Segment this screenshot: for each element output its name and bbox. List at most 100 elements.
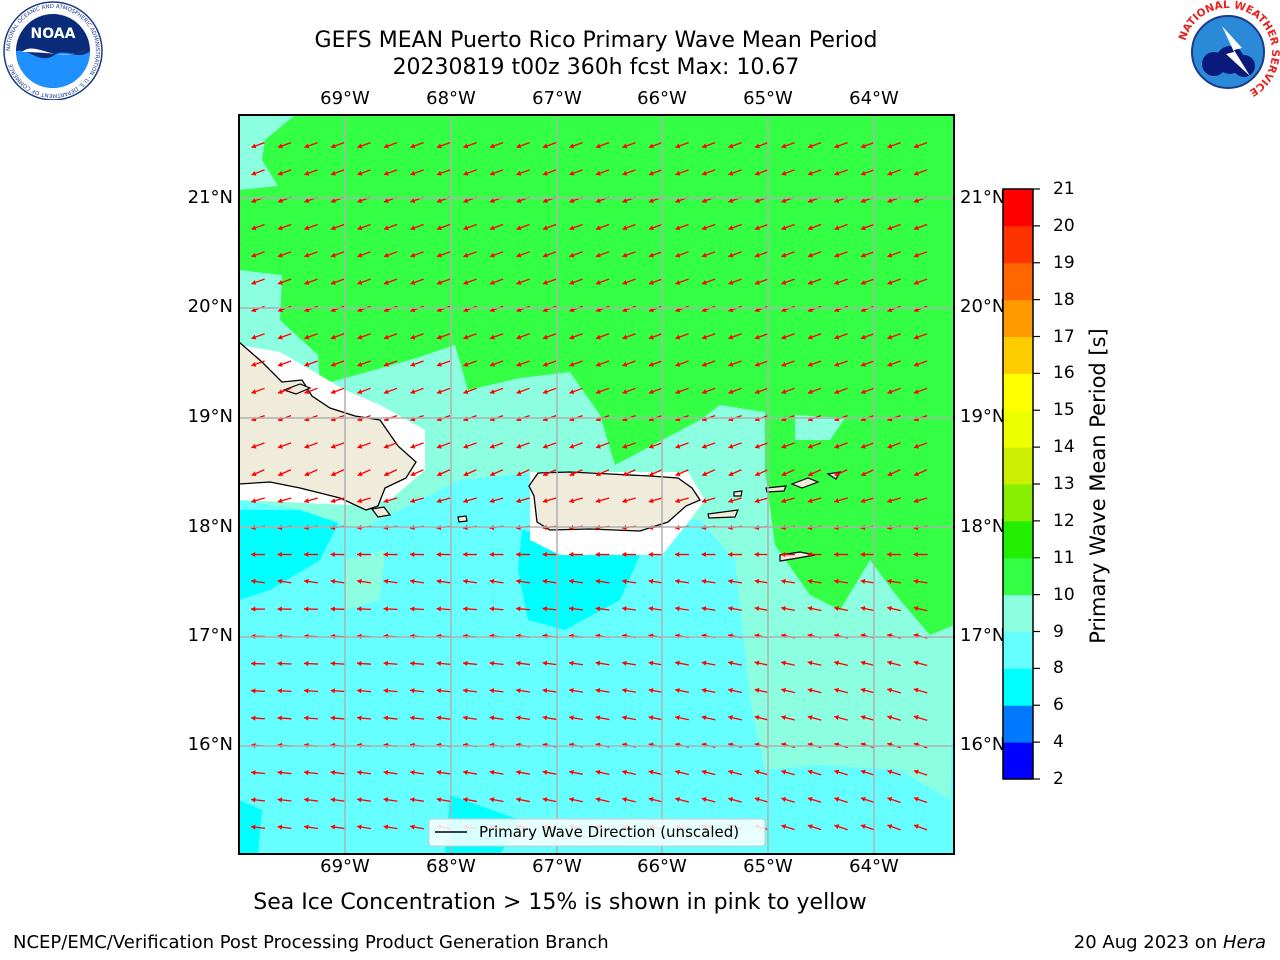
wave-arrow-head bbox=[542, 252, 548, 258]
wave-arrow-head bbox=[781, 498, 787, 504]
wave-arrow-head bbox=[489, 307, 495, 313]
wave-arrow-head bbox=[542, 606, 548, 612]
wave-arrow-head bbox=[834, 606, 839, 612]
wave-arrow-head bbox=[860, 389, 866, 395]
wave-arrow-head bbox=[569, 797, 574, 803]
wave-arrow-head bbox=[463, 170, 469, 176]
wave-arrow-head bbox=[542, 334, 548, 340]
wave-arrow-head bbox=[410, 280, 416, 285]
wave-arrow-head bbox=[569, 389, 575, 395]
wave-arrow-head bbox=[436, 307, 442, 313]
colorbar-tick-label: 20 bbox=[1053, 215, 1075, 236]
wave-arrow-head bbox=[860, 824, 866, 830]
wave-arrow-head bbox=[357, 606, 362, 612]
wave-arrow-head bbox=[675, 443, 681, 449]
wave-arrow-head bbox=[754, 769, 760, 775]
wave-arrow-head bbox=[834, 715, 840, 721]
wave-arrow-head bbox=[728, 361, 734, 367]
wave-arrow-head bbox=[887, 280, 893, 285]
wave-arrow-head bbox=[648, 170, 654, 176]
wave-arrow-head bbox=[357, 769, 362, 776]
wave-arrow-head bbox=[807, 334, 813, 340]
wave-arrow-head bbox=[887, 769, 893, 775]
lon-label-bottom: 66°W bbox=[637, 856, 687, 877]
wave-arrow-head bbox=[622, 769, 627, 775]
wave-arrow-head bbox=[542, 307, 548, 313]
wave-arrow-head bbox=[330, 551, 335, 558]
colorbar-cell bbox=[1003, 520, 1033, 559]
wave-period-10-11-region bbox=[239, 115, 954, 635]
wave-arrow-head bbox=[887, 252, 893, 258]
wave-arrow-head bbox=[622, 578, 627, 584]
wave-arrow-head bbox=[648, 416, 654, 422]
wave-arrow-head bbox=[516, 688, 521, 694]
wave-arrow-head bbox=[569, 769, 574, 775]
wave-arrow-head bbox=[595, 498, 601, 504]
wave-arrow-head bbox=[834, 498, 840, 504]
small-island bbox=[282, 383, 312, 395]
wave-arrow-head bbox=[357, 498, 363, 504]
wave-arrow-head bbox=[251, 578, 256, 584]
wave-arrow-head bbox=[277, 578, 283, 584]
wave-arrow-head bbox=[622, 361, 628, 367]
wave-arrow-head bbox=[595, 606, 601, 612]
colorbar-cell bbox=[1003, 299, 1033, 337]
wave-arrow-head bbox=[728, 578, 733, 584]
wave-arrow-head bbox=[781, 198, 787, 203]
wave-arrow-head bbox=[913, 198, 919, 203]
wave-arrow-head bbox=[304, 551, 309, 558]
wave-arrow-head bbox=[410, 769, 415, 776]
wave-arrow-head bbox=[807, 498, 813, 504]
wave-arrow-head bbox=[384, 471, 390, 477]
wave-arrow-head bbox=[569, 280, 575, 285]
wave-arrow-head bbox=[304, 389, 310, 395]
wave-arrow-head bbox=[728, 715, 733, 721]
wave-arrow-head bbox=[330, 389, 336, 395]
wave-arrow-head bbox=[251, 143, 257, 149]
wave-arrow-head bbox=[383, 143, 389, 149]
wave-arrow-head bbox=[701, 170, 707, 176]
wave-arrow-head bbox=[648, 252, 654, 258]
wave-arrow-head bbox=[357, 416, 363, 422]
wave-arrow-head bbox=[807, 824, 813, 830]
wave-arrow-head bbox=[648, 606, 654, 612]
wave-arrow-head bbox=[834, 660, 839, 666]
wave-arrow-head bbox=[489, 252, 495, 258]
wave-arrow-head bbox=[701, 606, 707, 612]
wave-arrow-head bbox=[834, 170, 840, 176]
wave-arrow-head bbox=[622, 389, 628, 395]
wave-arrow-head bbox=[463, 198, 469, 203]
wave-arrow-head bbox=[675, 498, 681, 504]
wave-arrow-head bbox=[277, 389, 283, 395]
wave-arrow-head bbox=[701, 143, 707, 149]
wave-arrow-head bbox=[754, 551, 759, 558]
wave-arrow-head bbox=[542, 143, 548, 149]
wave-arrow-head bbox=[807, 143, 813, 149]
lat-label-right: 20°N bbox=[960, 296, 1006, 317]
wave-arrow-head bbox=[913, 143, 919, 149]
wave-arrow-head bbox=[436, 416, 442, 422]
wave-arrow-head bbox=[913, 660, 919, 666]
wave-arrow-head bbox=[304, 307, 310, 313]
wave-arrow-head bbox=[622, 797, 627, 803]
wave-arrow-head bbox=[807, 796, 813, 802]
wave-arrow-head bbox=[410, 443, 416, 449]
wave-arrow-head bbox=[542, 198, 548, 203]
lat-label-left: 21°N bbox=[187, 187, 233, 208]
wave-arrow-head bbox=[516, 606, 521, 612]
wave-arrow-head bbox=[728, 769, 734, 775]
wave-arrow-head bbox=[807, 715, 813, 721]
wave-arrow-head bbox=[675, 252, 681, 258]
wave-arrow-head bbox=[251, 498, 257, 504]
wave-arrow-head bbox=[675, 660, 680, 666]
wave-arrow-head bbox=[489, 797, 495, 803]
wave-arrow-head bbox=[595, 797, 601, 803]
wave-arrow-head bbox=[595, 416, 601, 422]
wave-arrow-head bbox=[489, 198, 495, 203]
wave-arrow-head bbox=[330, 688, 335, 694]
wave-arrow-head bbox=[622, 606, 627, 612]
wave-arrow-head bbox=[516, 198, 522, 203]
wave-arrow-head bbox=[277, 770, 283, 776]
footer-left: NCEP/EMC/Verification Post Processing Pr… bbox=[13, 932, 609, 953]
wave-arrow-head bbox=[755, 471, 761, 477]
